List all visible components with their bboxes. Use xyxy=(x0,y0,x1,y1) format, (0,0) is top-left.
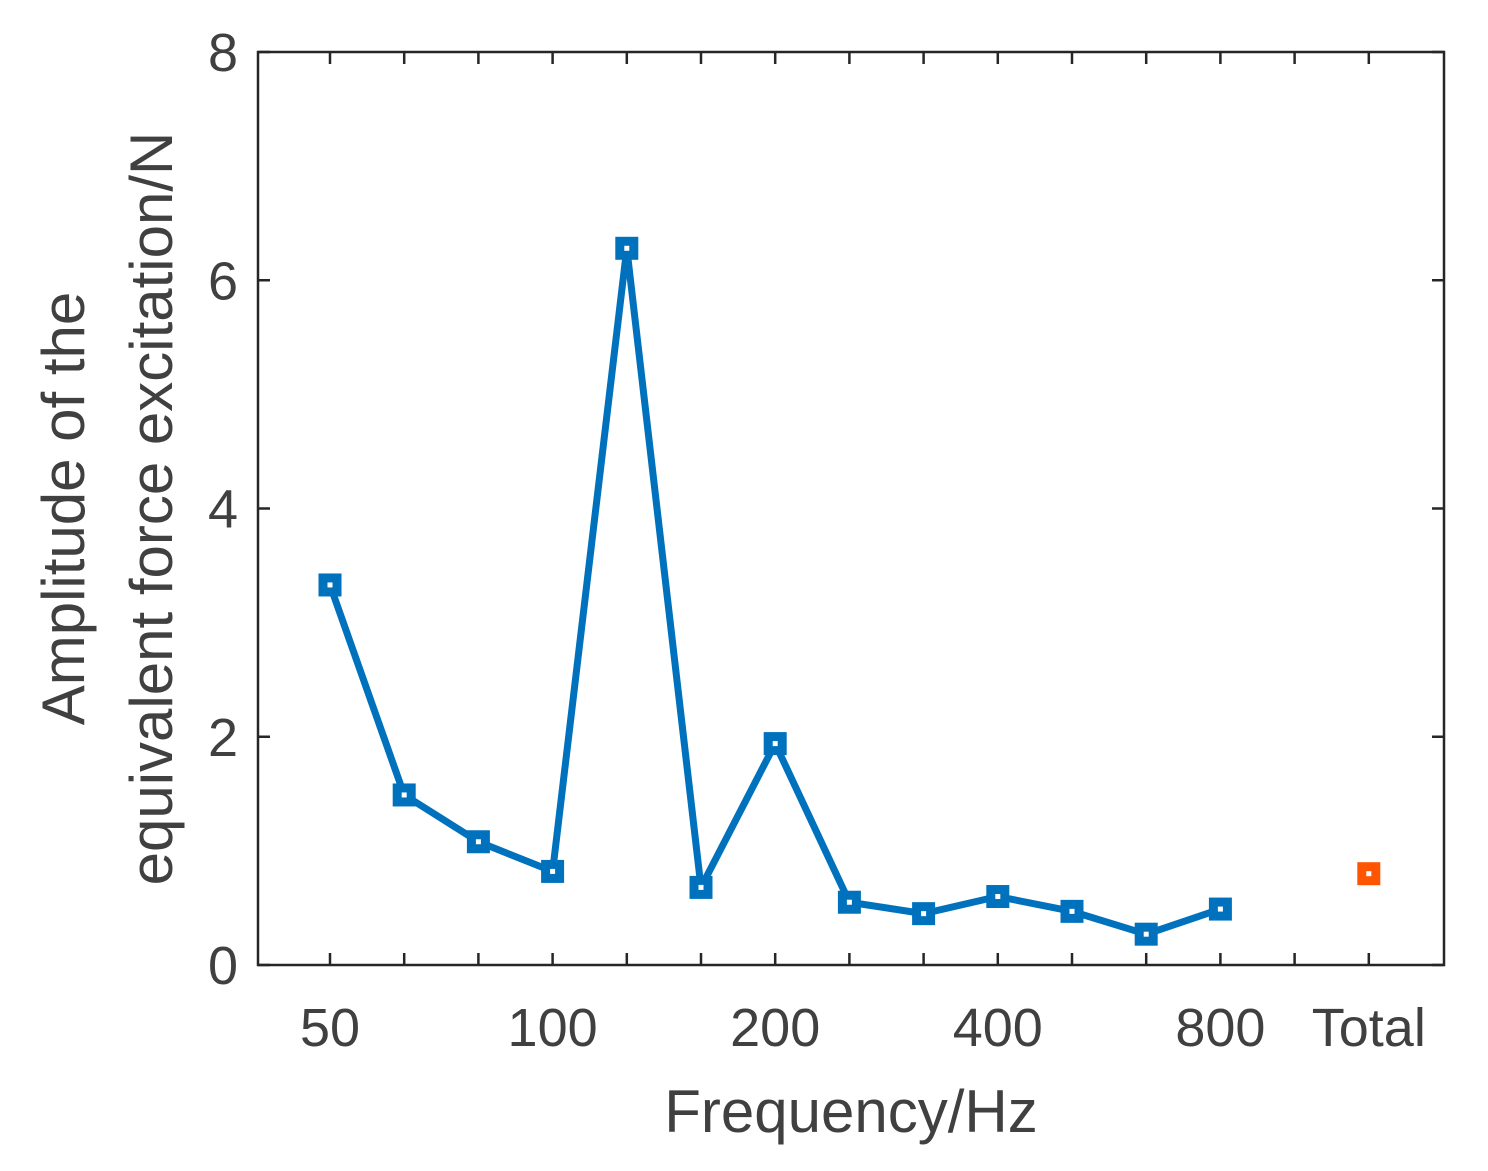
x-tick-label: 200 xyxy=(730,998,820,1058)
y-tick-label: 4 xyxy=(208,480,238,540)
data-point-marker-center xyxy=(1217,906,1223,912)
data-point-marker-center xyxy=(1366,871,1372,877)
y-axis-label-line1: Amplitude of the xyxy=(30,292,97,726)
x-tick-label: Total xyxy=(1312,998,1426,1058)
data-point-marker-center xyxy=(698,884,704,890)
data-point-marker-center xyxy=(1069,908,1075,914)
x-tick-label: 400 xyxy=(953,998,1043,1058)
y-tick-label: 2 xyxy=(208,708,238,768)
data-point-marker-center xyxy=(327,582,333,588)
data-point-marker-center xyxy=(401,792,407,798)
ticks-layer: 50 100 200 400 800 Total 0 2 4 6 8 xyxy=(208,23,1444,1058)
data-point-marker-center xyxy=(995,894,1001,900)
x-axis-label: Frequency/Hz xyxy=(664,1078,1037,1145)
x-tick-label: 100 xyxy=(508,998,598,1058)
data-point-marker-center xyxy=(921,911,927,917)
x-tick-label: 50 xyxy=(300,998,360,1058)
y-tick-label: 6 xyxy=(208,251,238,311)
series-layer xyxy=(318,236,1381,946)
data-point-marker-center xyxy=(1143,931,1149,937)
data-point-marker-center xyxy=(772,741,778,747)
x-tick-label: 800 xyxy=(1175,998,1265,1058)
data-point-marker-center xyxy=(475,839,481,845)
y-tick-label: 8 xyxy=(208,23,238,83)
y-axis-label-line2: equivalent force excitation/N xyxy=(118,132,185,886)
data-point-marker-center xyxy=(550,868,556,874)
data-point-marker-center xyxy=(624,245,630,251)
data-point-marker-center xyxy=(846,899,852,905)
y-tick-label: 0 xyxy=(208,936,238,996)
